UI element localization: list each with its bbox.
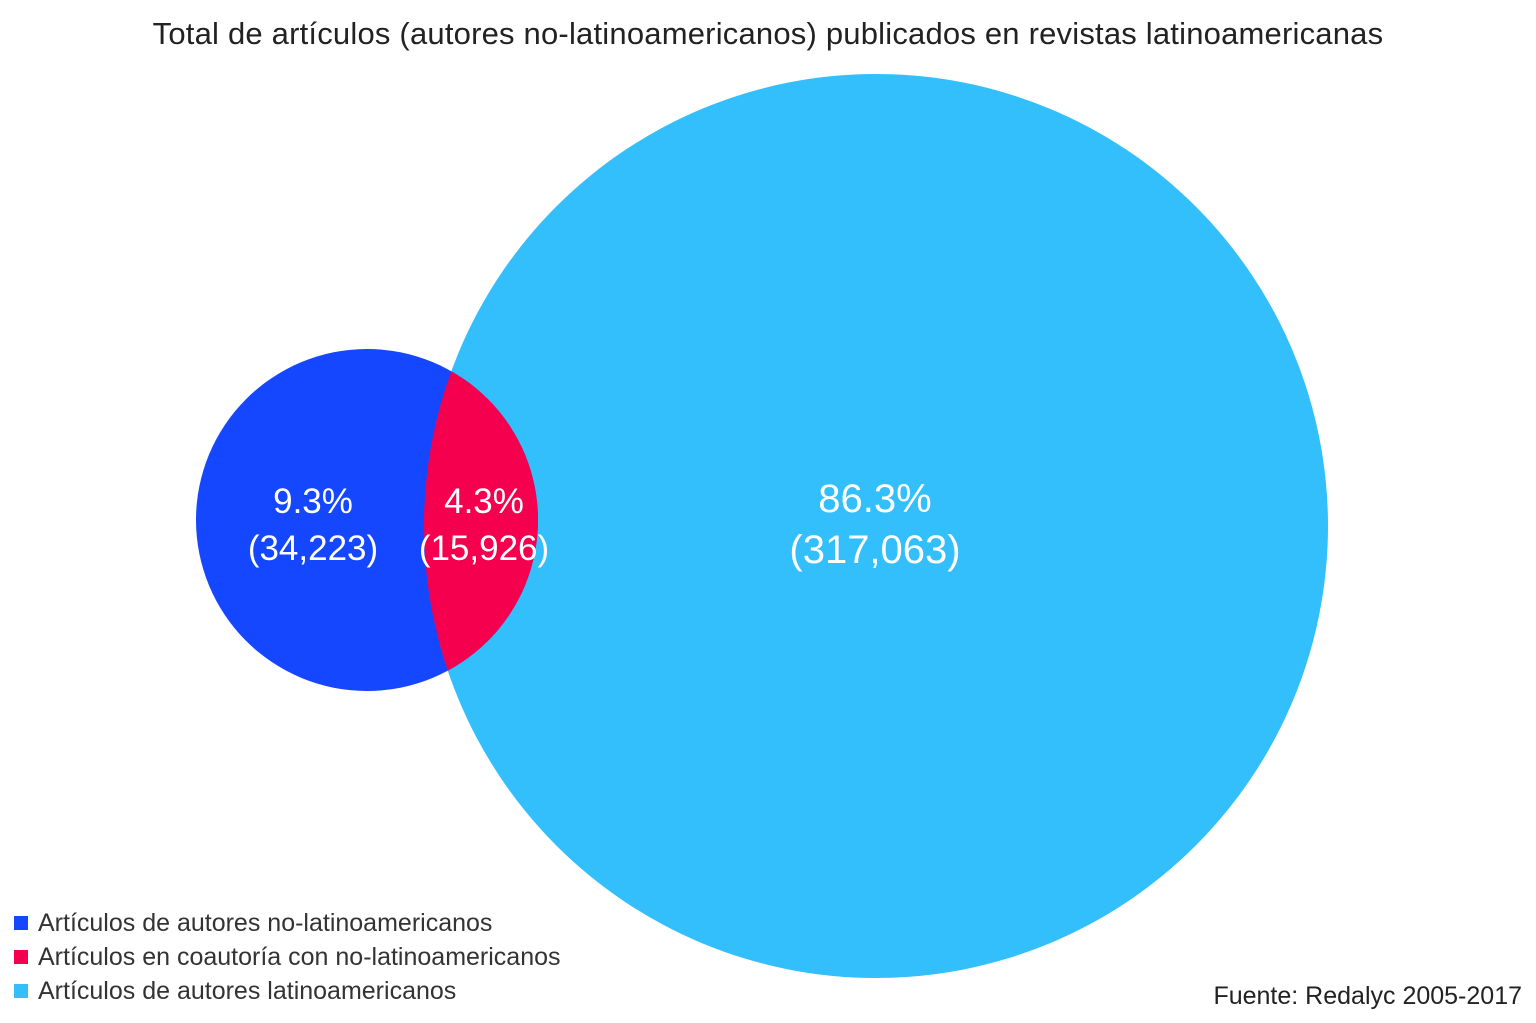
source-note: Fuente: Redalyc 2005-2017	[1213, 982, 1522, 1010]
legend-label-coauthorship: Artículos en coautoría con no-latinoamer…	[38, 943, 561, 971]
circle-latin-american-authors	[424, 74, 1328, 978]
label-overlap-count: (15,926)	[419, 529, 549, 568]
legend-item-latam: Artículos de autores latinoamericanos	[14, 974, 561, 1008]
legend-label-non-latam: Artículos de autores no-latinoamericanos	[38, 909, 493, 937]
legend-swatch-latam	[14, 984, 28, 998]
chart-title: Total de artículos (autores no-latinoame…	[152, 16, 1384, 51]
label-latam-percent: 86.3%	[818, 477, 931, 521]
legend-label-latam: Artículos de autores latinoamericanos	[38, 977, 457, 1005]
legend: Artículos de autores no-latinoamericanos…	[14, 906, 561, 1008]
legend-swatch-coauthorship	[14, 950, 28, 964]
label-non-latam-count: (34,223)	[248, 529, 378, 568]
label-latam-count: (317,063)	[789, 528, 960, 572]
legend-item-coauthorship: Artículos en coautoría con no-latinoamer…	[14, 940, 561, 974]
label-non-latam-percent: 9.3%	[273, 482, 353, 521]
legend-swatch-non-latam	[14, 916, 28, 930]
legend-item-non-latam: Artículos de autores no-latinoamericanos	[14, 906, 561, 940]
label-overlap-percent: 4.3%	[444, 482, 524, 521]
